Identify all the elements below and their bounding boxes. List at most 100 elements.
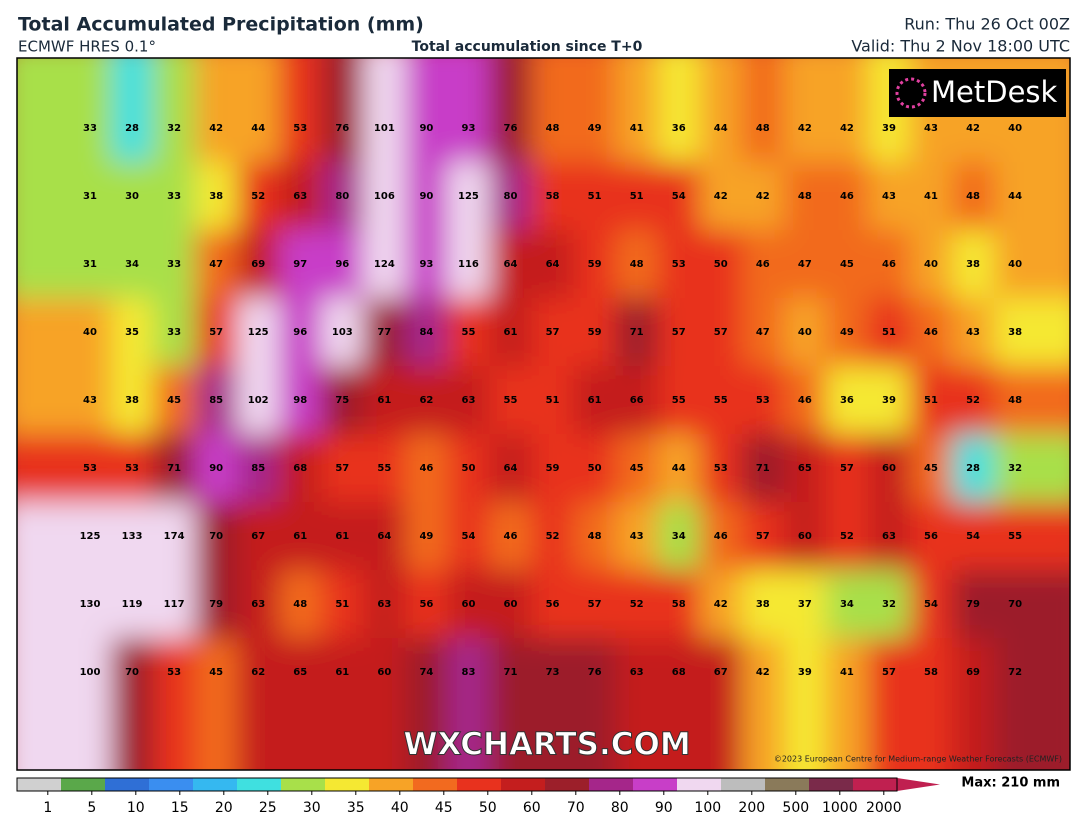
value-label: 62 <box>251 667 265 678</box>
cell <box>615 434 659 503</box>
cell <box>195 366 239 435</box>
value-label: 38 <box>1008 327 1022 338</box>
value-label: 42 <box>714 191 728 202</box>
cell <box>952 366 996 435</box>
cell <box>615 570 659 639</box>
colorbar-tick-label: 500 <box>782 800 809 816</box>
cell <box>237 298 281 367</box>
cell <box>994 570 1070 639</box>
value-label: 46 <box>798 395 812 406</box>
cell <box>153 366 197 435</box>
cell <box>17 366 113 435</box>
cell <box>17 570 113 639</box>
cell <box>994 298 1070 367</box>
cell <box>952 502 996 571</box>
cell <box>699 298 743 367</box>
value-label: 57 <box>335 463 349 474</box>
value-label: 75 <box>335 395 349 406</box>
colorbar-tick-label: 10 <box>127 800 145 816</box>
value-label: 52 <box>630 599 644 610</box>
cell <box>489 298 533 367</box>
value-label: 51 <box>630 191 644 202</box>
value-label: 56 <box>546 599 560 610</box>
value-label: 71 <box>504 667 518 678</box>
cell <box>153 570 197 639</box>
colorbar-segment <box>105 778 150 791</box>
cell <box>867 638 911 770</box>
cell <box>321 230 365 299</box>
cell <box>573 230 617 299</box>
value-label: 60 <box>882 463 896 474</box>
cell <box>195 162 239 231</box>
value-label: 53 <box>756 395 770 406</box>
cell <box>741 434 785 503</box>
cell <box>867 162 911 231</box>
colorbar-segment <box>369 778 414 791</box>
value-label: 51 <box>335 599 349 610</box>
value-label: 57 <box>840 463 854 474</box>
colorbar-segment <box>765 778 810 791</box>
cell <box>279 162 323 231</box>
colorbar-segment <box>633 778 678 791</box>
colorbar-segment <box>413 778 458 791</box>
value-label: 50 <box>714 259 728 270</box>
value-label: 84 <box>419 327 433 338</box>
cell <box>657 162 701 231</box>
cell <box>237 638 281 770</box>
cell <box>741 230 785 299</box>
cell <box>909 434 954 503</box>
value-label: 57 <box>882 667 896 678</box>
cell <box>699 230 743 299</box>
value-label: 59 <box>588 327 602 338</box>
value-label: 40 <box>1008 123 1022 134</box>
value-label: 61 <box>293 531 307 542</box>
value-label: 51 <box>882 327 896 338</box>
value-label: 33 <box>83 123 97 134</box>
colorbar-tick-label: 30 <box>303 800 321 816</box>
value-label: 59 <box>546 463 560 474</box>
value-label: 45 <box>209 667 223 678</box>
cell <box>867 434 911 503</box>
colorbar-segment <box>677 778 722 791</box>
cell <box>489 230 533 299</box>
cell <box>657 638 701 770</box>
cell <box>153 434 197 503</box>
cell <box>783 366 827 435</box>
value-label: 48 <box>588 531 602 542</box>
cell <box>111 638 155 770</box>
value-label: 60 <box>504 599 518 610</box>
cell <box>279 298 323 367</box>
value-label: 55 <box>672 395 686 406</box>
cell <box>237 366 281 435</box>
colorbar-segment <box>237 778 282 791</box>
run: Run: Thu 26 Oct 00Z <box>904 15 1070 34</box>
logo: MetDesk <box>931 75 1058 109</box>
cell <box>867 298 911 367</box>
value-label: 41 <box>630 123 644 134</box>
value-label: 38 <box>125 395 139 406</box>
value-label: 52 <box>840 531 854 542</box>
value-label: 42 <box>798 123 812 134</box>
cell <box>489 162 533 231</box>
value-label: 49 <box>588 123 602 134</box>
cell <box>825 58 869 163</box>
value-label: 46 <box>714 531 728 542</box>
value-label: 61 <box>335 531 349 542</box>
cell <box>573 298 617 367</box>
cell <box>363 58 407 163</box>
value-label: 63 <box>293 191 307 202</box>
cell <box>195 230 239 299</box>
cell <box>153 58 197 163</box>
cell <box>153 502 197 571</box>
cell <box>531 502 575 571</box>
cell <box>237 434 281 503</box>
cell <box>17 230 113 299</box>
cell <box>111 298 155 367</box>
value-label: 54 <box>966 531 980 542</box>
cell <box>994 502 1070 571</box>
cell <box>783 638 827 770</box>
value-label: 60 <box>798 531 812 542</box>
field <box>17 58 1070 770</box>
colorbar-tick-label: 2000 <box>866 800 902 816</box>
